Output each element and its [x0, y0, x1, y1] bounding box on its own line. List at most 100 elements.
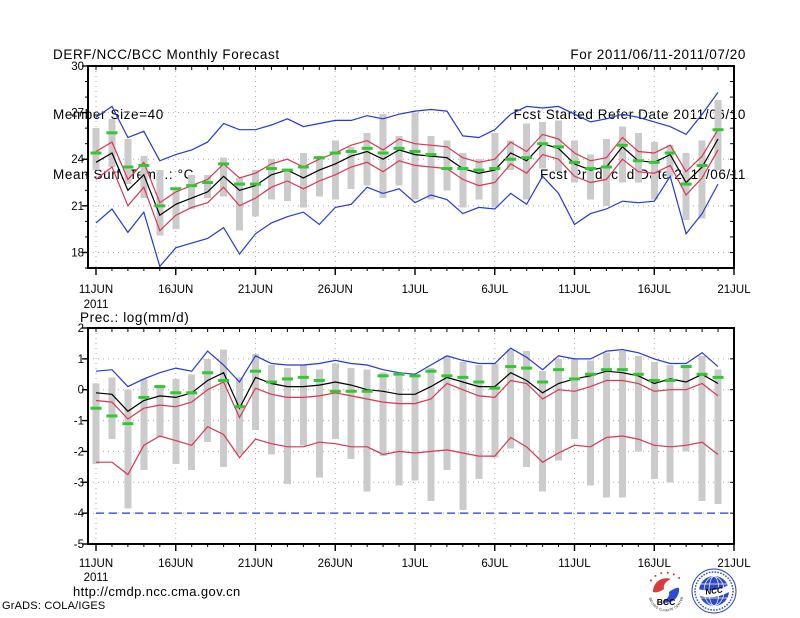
bcc-swirl-blue: [662, 587, 680, 603]
logo-area: BCC BEIJING CLIMATE CENTER NCC: [644, 568, 737, 614]
x-tick-label: 1JUL: [402, 284, 429, 296]
spread-bar: [427, 135, 435, 200]
spread-bar: [443, 140, 451, 191]
spread-bar: [204, 358, 212, 443]
spread-bar: [475, 365, 483, 480]
spread-bar: [507, 349, 515, 449]
spread-bar: [156, 385, 164, 438]
x-tick-label: 11JUN: [79, 558, 113, 570]
spread-bar: [714, 369, 722, 504]
series-spread-upper: [95, 379, 719, 420]
series-spread-upper: [95, 129, 719, 204]
spread-bar: [315, 156, 323, 197]
series-ensemble-mean: [95, 138, 719, 217]
spread-bar: [331, 363, 339, 440]
series-ensemble-mean: [95, 370, 719, 413]
spread-bar: [602, 139, 610, 206]
ncc-logo-label: NCC: [705, 585, 724, 596]
spread-bar: [363, 369, 371, 492]
x-tick-label: 16JUL: [638, 558, 672, 570]
spread-bar: [108, 377, 116, 440]
spread-bar: [602, 352, 610, 498]
spread-bar: [618, 351, 626, 498]
year-label: 2011: [84, 299, 109, 311]
spread-bar: [555, 358, 563, 461]
spread-bar: [172, 190, 180, 230]
y-tick-label: 0: [78, 385, 84, 397]
y-tick-label: 27: [71, 108, 84, 120]
y-tick-label: 2: [78, 323, 84, 335]
bcc-logo-cjk-ring: [650, 571, 680, 582]
spread-bar: [634, 132, 642, 183]
spread-bar: [252, 170, 259, 217]
spread-bar: [682, 153, 690, 220]
spread-bar: [427, 368, 435, 501]
x-tick-label: 16JUL: [638, 284, 672, 296]
spread-bar: [347, 146, 355, 189]
spread-bar: [491, 363, 499, 458]
spread-bar: [379, 114, 387, 199]
ncc-text-ring: [694, 571, 734, 611]
spread-bar: [586, 360, 594, 486]
forecast-range-label: For 2011/06/11-2011/07/20: [570, 47, 746, 62]
spread-bar: [666, 145, 674, 177]
x-tick-label: 6JUL: [481, 284, 508, 296]
spread-bar: [650, 361, 658, 480]
y-tick-label: 24: [71, 154, 84, 166]
spread-bar: [220, 349, 228, 467]
x-tick-label: 11JUL: [558, 284, 591, 296]
spread-bar: [299, 365, 307, 446]
x-tick-label: 21JUN: [238, 558, 273, 570]
chart-temperature: 11JUN 16JUN 21JUN 26JUN 1JUL 6JUL 11JUL 16JUL 21…: [71, 61, 751, 311]
spread-bar: [666, 365, 674, 483]
spread-bar: [539, 121, 547, 169]
spread-bar: [650, 142, 658, 200]
y-tick-label: 30: [71, 61, 84, 73]
spread-bar: [299, 153, 307, 208]
bcc-swirl-red: [653, 578, 671, 593]
spread-bar: [188, 374, 196, 470]
x-tick-label: 1JUL: [402, 558, 429, 570]
spread-bar: [252, 354, 259, 430]
bcc-logo: BCC BEIJING CLIMATE CENTER: [644, 569, 688, 613]
x-tick-label: 26JUN: [318, 558, 353, 570]
x-tick-label: 21JUL: [717, 284, 751, 296]
bcc-logo-label: BCC: [657, 597, 675, 607]
website-url: http://cmdp.ncc.cma.gov.cn: [73, 584, 241, 599]
spread-bar: [586, 154, 594, 200]
y-tick-label: -1: [74, 416, 84, 428]
y-tick-label: 1: [78, 354, 84, 366]
spread-bar: [618, 126, 626, 183]
spread-bar: [379, 372, 387, 457]
spread-bar: [204, 174, 212, 199]
series-ensemble-max: [95, 92, 719, 162]
spread-bar: [682, 365, 690, 452]
y-tick-label: 18: [71, 247, 84, 259]
spread-bar: [347, 368, 355, 460]
prec-chart-title: Prec.: log(mm/d): [80, 310, 190, 325]
ncc-outer-ring: [691, 568, 737, 614]
x-tick-label: 21JUN: [238, 284, 273, 296]
spread-bar: [140, 156, 148, 199]
y-tick-label: -4: [74, 508, 85, 520]
member-size-label: Member Size=40: [53, 107, 164, 122]
y-tick-label: 21: [71, 201, 84, 213]
spread-bar: [411, 374, 419, 481]
spread-bar: [523, 351, 531, 467]
spread-bar: [315, 369, 323, 478]
x-tick-label: 16JUN: [158, 558, 193, 570]
spread-bar: [188, 174, 196, 209]
x-tick-label: 26JUN: [318, 284, 353, 296]
spread-bar: [395, 375, 403, 486]
plot-border: [87, 327, 735, 545]
spread-bar: [698, 140, 706, 219]
y-tick-label: -5: [74, 539, 84, 551]
ncc-logo: NCC: [691, 568, 737, 614]
spread-bar: [571, 358, 578, 440]
year-label: 2011: [84, 572, 109, 584]
x-tick-label: 16JUN: [158, 284, 193, 296]
x-tick-label: 11JUN: [79, 284, 113, 296]
series-ensemble-min: [95, 174, 719, 268]
